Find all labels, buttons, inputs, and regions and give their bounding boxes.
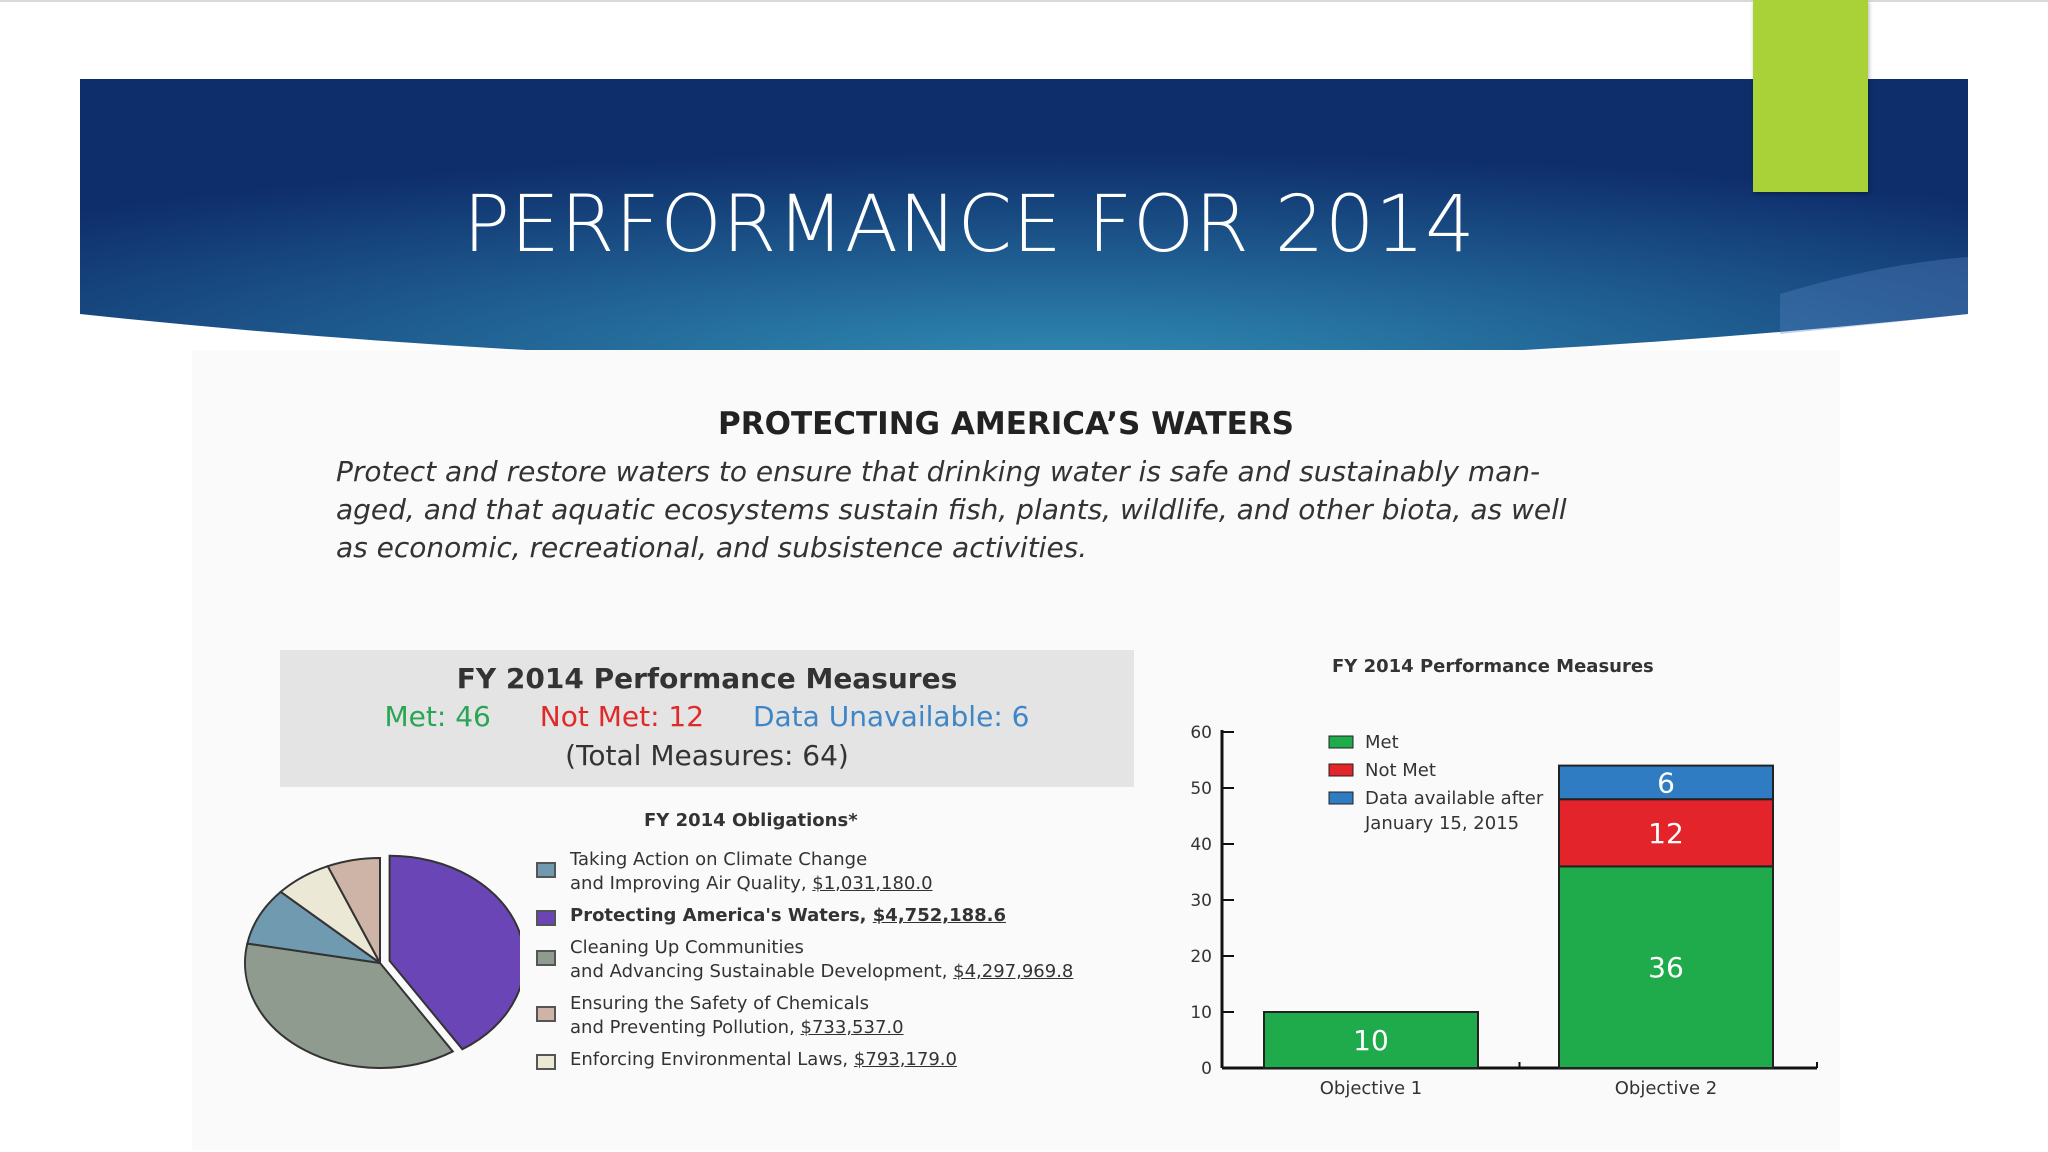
bar-segment bbox=[1558, 764, 1774, 801]
bar-legend-label: Data available after bbox=[1365, 788, 1544, 809]
legend-text: and Improving Air Quality, bbox=[570, 873, 813, 894]
not-met-count: Not Met: 12 bbox=[539, 700, 705, 733]
legend-item-enforcement: Enforcing Environmental Laws, $793,179.0 bbox=[536, 1048, 1136, 1072]
obligations-title: FY 2014 Obligations* bbox=[644, 810, 858, 831]
bar-value-label: 36 bbox=[1648, 951, 1684, 984]
y-tick-label: 20 bbox=[1190, 947, 1212, 967]
legend-item-climate: Taking Action on Climate Change and Impr… bbox=[536, 848, 1136, 896]
mission-line: Protect and restore waters to ensure tha… bbox=[336, 455, 1541, 488]
legend-amount: $793,179.0 bbox=[853, 1049, 957, 1070]
legend-swatch bbox=[536, 950, 556, 966]
title-banner bbox=[80, 79, 1968, 384]
legend-line: Ensuring the Safety of Chemicals bbox=[570, 993, 870, 1014]
bar-value-label: 6 bbox=[1657, 766, 1675, 799]
legend-amount: $733,537.0 bbox=[800, 1017, 904, 1038]
legend-item-waters: Protecting America's Waters, $4,752,188.… bbox=[536, 904, 1136, 928]
y-tick-label: 30 bbox=[1190, 891, 1212, 911]
legend-line: Cleaning Up Communities bbox=[570, 937, 804, 958]
bar-value-label: 12 bbox=[1648, 817, 1684, 850]
bar-legend-swatch bbox=[1328, 791, 1354, 805]
legend-line: and Improving Air Quality, $1,031,180.0 bbox=[570, 872, 1136, 896]
unavailable-count: Data Unavailable: 6 bbox=[752, 700, 1030, 733]
legend-line: Protecting America's Waters, $4,752,188.… bbox=[570, 904, 1136, 928]
bar-legend-swatch bbox=[1328, 763, 1354, 777]
legend-swatch bbox=[536, 910, 556, 926]
section-title: PROTECTING AMERICA’S WATERS bbox=[718, 406, 1294, 442]
met-count: Met: 46 bbox=[384, 700, 491, 733]
legend-amount: $4,752,188.6 bbox=[872, 905, 1007, 926]
legend-amount: $1,031,180.0 bbox=[812, 873, 933, 894]
mission-statement: Protect and restore waters to ensure tha… bbox=[336, 453, 1716, 567]
legend-item-chemicals: Ensuring the Safety of Chemicals and Pre… bbox=[536, 992, 1136, 1040]
x-category-label: Objective 2 bbox=[1615, 1078, 1718, 1099]
legend-text: and Preventing Pollution, bbox=[570, 1017, 801, 1038]
mission-line: aged, and that aquatic ecosystems sustai… bbox=[336, 493, 1567, 526]
y-tick-label: 0 bbox=[1201, 1059, 1212, 1079]
bar-legend-label-continued: January 15, 2015 bbox=[1364, 813, 1519, 834]
performance-measures-box: FY 2014 Performance Measures Met: 46 Not… bbox=[280, 650, 1134, 787]
y-tick-label: 40 bbox=[1190, 835, 1212, 855]
bar-chart-title: FY 2014 Performance Measures bbox=[1332, 656, 1654, 677]
legend-line: Enforcing Environmental Laws, $793,179.0 bbox=[570, 1048, 1136, 1072]
mission-line: as economic, recreational, and subsisten… bbox=[336, 531, 1088, 564]
measures-title: FY 2014 Performance Measures bbox=[456, 662, 958, 695]
performance-bar-chart: 0 10 20 30 40 50 60 10 Objective 1 36 12 6 Objective… bbox=[1190, 723, 1818, 1099]
legend-line: and Advancing Sustainable Development, $… bbox=[570, 960, 1136, 984]
bar-legend-swatch bbox=[1328, 735, 1354, 749]
obligations-legend: Taking Action on Climate Change and Impr… bbox=[536, 848, 1136, 1080]
obligations-pie-chart bbox=[244, 854, 520, 1069]
banner-shape bbox=[80, 79, 1968, 364]
pie-slice bbox=[326, 856, 381, 964]
y-tick-label: 60 bbox=[1190, 723, 1212, 743]
legend-text: and Advancing Sustainable Development, bbox=[570, 961, 954, 982]
bar-legend-label: Not Met bbox=[1365, 760, 1436, 781]
pie-slice bbox=[244, 942, 455, 1069]
accent-tab bbox=[1753, 0, 1868, 192]
legend-text: Enforcing Environmental Laws, bbox=[570, 1049, 854, 1070]
legend-amount: $4,297,969.8 bbox=[953, 961, 1074, 982]
measures-counts: Met: 46 Not Met: 12 Data Unavailable: 6 bbox=[280, 700, 1134, 733]
legend-line: and Preventing Pollution, $733,537.0 bbox=[570, 1016, 1136, 1040]
legend-swatch bbox=[536, 1006, 556, 1022]
bar-segment bbox=[1263, 1011, 1479, 1069]
y-tick-label: 10 bbox=[1190, 1003, 1212, 1023]
bar-value-label: 10 bbox=[1353, 1024, 1389, 1057]
bar-legend-label: Met bbox=[1365, 732, 1399, 753]
slide-title: PERFORMANCE FOR 2014 bbox=[463, 180, 1476, 270]
legend-item-communities: Cleaning Up Communities and Advancing Su… bbox=[536, 936, 1136, 984]
total-measures: (Total Measures: 64) bbox=[565, 739, 849, 772]
y-tick-label: 50 bbox=[1190, 779, 1212, 799]
legend-swatch bbox=[536, 1054, 556, 1070]
x-category-label: Objective 1 bbox=[1320, 1078, 1423, 1099]
legend-swatch bbox=[536, 862, 556, 878]
top-border bbox=[0, 0, 2048, 2]
legend-text: Protecting America's Waters, bbox=[570, 905, 873, 926]
legend-line: Taking Action on Climate Change bbox=[570, 849, 868, 870]
pie-slice bbox=[388, 854, 520, 1051]
